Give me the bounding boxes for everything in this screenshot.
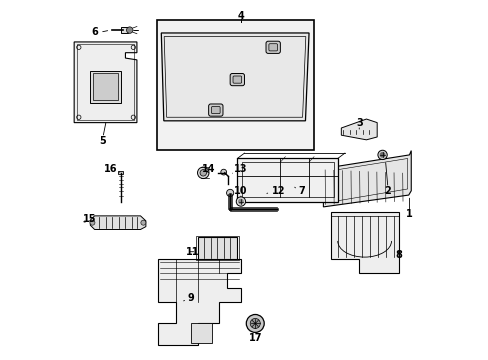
- Bar: [93, 73, 118, 100]
- Text: 8: 8: [394, 250, 401, 260]
- Polygon shape: [237, 158, 337, 202]
- FancyBboxPatch shape: [233, 76, 241, 83]
- Circle shape: [197, 167, 208, 179]
- Text: 10: 10: [234, 186, 247, 196]
- Text: 7: 7: [298, 186, 305, 196]
- Text: 14: 14: [202, 164, 215, 174]
- Polygon shape: [323, 150, 410, 207]
- Text: 17: 17: [248, 333, 262, 343]
- Text: 15: 15: [82, 215, 96, 224]
- Text: 13: 13: [234, 164, 247, 174]
- Circle shape: [246, 315, 264, 332]
- FancyBboxPatch shape: [208, 104, 223, 116]
- Text: 3: 3: [355, 118, 362, 128]
- Polygon shape: [161, 33, 308, 121]
- Circle shape: [236, 197, 245, 206]
- Circle shape: [126, 27, 133, 33]
- Text: 16: 16: [104, 164, 118, 174]
- Bar: [156, 21, 314, 149]
- Bar: [196, 236, 238, 260]
- Text: 5: 5: [99, 136, 106, 145]
- FancyBboxPatch shape: [230, 73, 244, 86]
- FancyBboxPatch shape: [265, 41, 280, 53]
- Polygon shape: [341, 119, 376, 140]
- Polygon shape: [158, 259, 241, 345]
- Text: 11: 11: [185, 247, 199, 257]
- Circle shape: [377, 150, 386, 159]
- Bar: [241, 162, 333, 197]
- Text: 9: 9: [187, 293, 194, 303]
- Circle shape: [250, 319, 260, 328]
- Polygon shape: [90, 216, 145, 229]
- Bar: [118, 171, 123, 174]
- Text: 12: 12: [271, 186, 285, 196]
- Polygon shape: [330, 212, 398, 273]
- Text: 1: 1: [405, 209, 412, 219]
- Circle shape: [221, 169, 226, 175]
- Bar: [198, 237, 237, 259]
- Circle shape: [141, 220, 145, 225]
- Bar: [190, 323, 212, 343]
- Circle shape: [90, 220, 95, 225]
- Circle shape: [380, 153, 384, 157]
- FancyBboxPatch shape: [268, 44, 277, 51]
- Circle shape: [200, 170, 206, 176]
- Bar: [90, 71, 121, 103]
- Bar: [121, 27, 128, 33]
- FancyBboxPatch shape: [211, 107, 220, 114]
- Text: 6: 6: [91, 27, 98, 37]
- Circle shape: [238, 199, 243, 204]
- Text: 4: 4: [237, 11, 244, 21]
- Text: 2: 2: [384, 186, 390, 196]
- Circle shape: [226, 189, 233, 197]
- Polygon shape: [74, 42, 137, 123]
